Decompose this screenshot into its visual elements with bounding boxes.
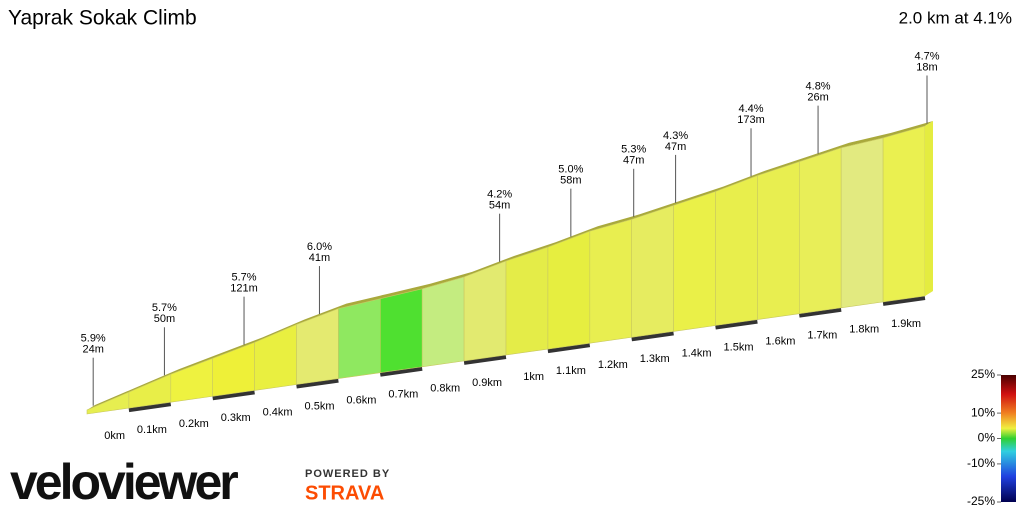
profile-segment: [421, 276, 465, 368]
legend-label: 25%: [971, 367, 995, 381]
legend-label: 10%: [971, 405, 995, 419]
annotation-length: 26m: [807, 92, 828, 104]
x-tick-label: 0.4km: [263, 406, 293, 418]
profile-segment: [798, 147, 842, 315]
profile-segment: [379, 288, 423, 374]
x-tick-label: 0.1km: [137, 424, 167, 436]
annotation-length: 50m: [154, 313, 175, 325]
distance-dash: [128, 402, 172, 413]
x-tick-label: 1.7km: [807, 330, 837, 342]
profile-segment: [547, 230, 591, 350]
color-scale: [1001, 375, 1016, 502]
annotation-length: 41m: [309, 252, 330, 264]
distance-dash: [715, 319, 758, 330]
annotation-grade: 4.3%: [663, 130, 688, 142]
profile-segment: [715, 175, 758, 326]
annotation-grade: 4.8%: [806, 81, 831, 93]
x-tick-label: 1.4km: [682, 347, 712, 359]
x-tick-label: 1.6km: [765, 336, 795, 348]
x-tick-label: 1km: [523, 371, 544, 383]
annotation-length: 173m: [737, 114, 765, 126]
distance-dash: [463, 355, 507, 365]
annotation-grade: 4.2%: [487, 189, 512, 201]
logo: veloviewer: [10, 454, 238, 510]
distance-dash: [882, 296, 926, 306]
x-tick-label: 0km: [104, 430, 125, 442]
x-tick-label: 1.9km: [891, 318, 921, 330]
profile-segment: [505, 246, 549, 356]
x-tick-label: 0.8km: [430, 383, 460, 395]
x-tick-label: 1.3km: [640, 353, 670, 365]
annotation-length: 24m: [82, 344, 103, 356]
profile-segment: [212, 341, 255, 397]
distance-dash: [631, 331, 674, 342]
annotation-grade: 5.7%: [231, 272, 256, 284]
distance-dash: [296, 378, 339, 389]
x-tick-label: 0.6km: [346, 395, 376, 407]
profile-segment: [589, 218, 633, 344]
annotation-length: 121m: [230, 283, 258, 295]
annotation-length: 58m: [560, 175, 581, 187]
distance-dash: [212, 390, 255, 401]
profile-segment: [631, 204, 674, 338]
profile-segment: [338, 298, 381, 379]
annotation-grade: 5.0%: [558, 164, 583, 176]
legend-label: -25%: [967, 494, 995, 508]
powered-by: POWERED BY: [305, 468, 390, 480]
annotation-length: 47m: [623, 155, 644, 167]
annotation-grade: 5.9%: [81, 333, 106, 345]
annotation-grade: 4.7%: [914, 50, 939, 62]
distance-dash: [799, 307, 842, 318]
chart-title: Yaprak Sokak Climb: [8, 7, 197, 30]
annotation-grade: 6.0%: [307, 241, 332, 253]
profile-segment: [128, 373, 172, 409]
profile-segment: [254, 324, 297, 391]
x-tick-label: 1.1km: [556, 365, 586, 377]
profile-end: [925, 121, 933, 296]
profile-segment: [882, 125, 926, 303]
annotation-grade: 5.7%: [152, 302, 177, 314]
annotation-grade: 5.3%: [621, 144, 646, 156]
chart-subtitle: 2.0 km at 4.1%: [899, 8, 1012, 27]
profile-segment: [296, 308, 339, 385]
annotation-length: 47m: [665, 141, 686, 153]
x-tick-label: 0.5km: [305, 400, 335, 412]
legend-label: 0%: [978, 431, 996, 445]
x-tick-label: 1.5km: [724, 341, 754, 353]
distance-dash: [547, 343, 591, 354]
x-tick-label: 1.8km: [849, 324, 879, 336]
profile-segment: [840, 137, 884, 309]
annotation-grade: 4.4%: [738, 103, 763, 115]
annotation-length: 54m: [489, 200, 510, 212]
strava: STRAVA: [305, 482, 384, 504]
x-tick-label: 0.2km: [179, 418, 209, 430]
x-tick-label: 0.7km: [388, 389, 418, 401]
distance-dash: [380, 366, 423, 377]
profile-segment: [757, 161, 800, 320]
profile-segment: [673, 191, 716, 332]
annotation-length: 18m: [916, 61, 937, 73]
legend-label: -10%: [967, 456, 995, 470]
x-tick-label: 0.3km: [221, 412, 251, 424]
profile-segment: [463, 260, 507, 362]
x-tick-label: 0.9km: [472, 377, 502, 389]
x-tick-label: 1.2km: [598, 359, 628, 371]
